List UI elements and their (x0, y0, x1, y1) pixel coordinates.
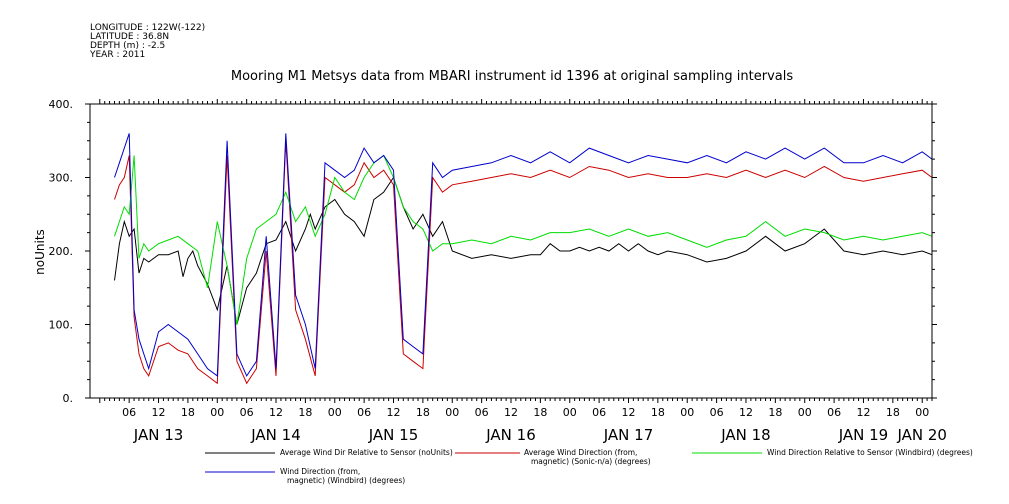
x-day-label: JAN 16 (485, 426, 536, 444)
x-tick-label: 00 (445, 406, 459, 419)
axes: 0. 100. 200. 300. 400. 06 12 18 00 06 12 18 00 06 12 18… (49, 98, 947, 444)
x-tick-label: 00 (328, 406, 342, 419)
x-tick-label: 00 (680, 406, 694, 419)
x-tick-label: 00 (915, 406, 929, 419)
x-day-label: JAN 17 (603, 426, 654, 444)
x-day-label: JAN 18 (720, 426, 771, 444)
x-tick-label: 12 (621, 406, 635, 419)
x-tick-label: 18 (533, 406, 547, 419)
y-tick-label: 0. (63, 392, 74, 405)
x-tick-label: 06 (357, 406, 371, 419)
legend-label-3: Wind Direction Relative to Sensor (Windb… (767, 448, 973, 457)
x-tick-label: 18 (298, 406, 312, 419)
x-tick-label: 12 (504, 406, 518, 419)
x-tick-label: 18 (886, 406, 900, 419)
header-metadata: LONGITUDE : 122W(-122)LATITUDE : 36.8NDE… (89, 23, 205, 60)
x-day-label: JAN 15 (368, 426, 419, 444)
y-tick-label: 100. (49, 319, 74, 332)
y-tick-label: 400. (49, 98, 74, 111)
x-tick-label: 18 (768, 406, 782, 419)
legend-label-4: Wind Direction (from, (280, 467, 360, 476)
x-tick-label: 00 (210, 406, 224, 419)
legend-label-2: Average Wind Direction (from, (524, 448, 637, 457)
x-tick-label: 06 (475, 406, 489, 419)
x-day-label: JAN 13 (133, 426, 184, 444)
legend: Average Wind Dir Relative to Sensor (noU… (205, 448, 973, 485)
plot-area (114, 133, 933, 385)
x-tick-label: 06 (122, 406, 136, 419)
x-tick-label: 12 (856, 406, 870, 419)
x-day-label: JAN 14 (250, 426, 301, 444)
y-tick-label: 300. (49, 172, 74, 185)
x-tick-label: 06 (827, 406, 841, 419)
series-line-4 (114, 133, 933, 377)
meta-line: YEAR : 2011 (89, 50, 145, 60)
series-line-3 (114, 154, 933, 325)
x-tick-label: 18 (416, 406, 430, 419)
plot-frame (89, 103, 933, 399)
legend-label-2: magnetic) (Sonic-n/a) (degrees) (531, 457, 651, 466)
x-day-label: JAN 20 (896, 426, 947, 444)
legend-label-4: magnetic) (Windbird) (degrees) (287, 476, 405, 485)
x-tick-label: 12 (152, 406, 166, 419)
x-tick-label: 06 (710, 406, 724, 419)
series-line-2 (114, 140, 933, 385)
meta-line: DEPTH (m) : -2.5 (90, 41, 165, 51)
x-tick-label: 06 (240, 406, 254, 419)
legend-label-1: Average Wind Dir Relative to Sensor (noU… (280, 448, 453, 457)
x-tick-label: 18 (181, 406, 195, 419)
y-axis-label: noUnits (33, 229, 47, 275)
series-line-1 (114, 176, 933, 325)
x-tick-label: 12 (387, 406, 401, 419)
meta-line: LONGITUDE : 122W(-122) (90, 23, 205, 33)
x-tick-label: 12 (269, 406, 283, 419)
x-tick-label: 12 (739, 406, 753, 419)
x-tick-label: 00 (563, 406, 577, 419)
meta-line: LATITUDE : 36.8N (90, 32, 169, 42)
x-day-label: JAN 19 (838, 426, 889, 444)
x-tick-label: 00 (798, 406, 812, 419)
y-tick-label: 200. (49, 245, 74, 258)
chart-title: Mooring M1 Metsys data from MBARI instru… (231, 69, 793, 84)
x-tick-label: 18 (651, 406, 665, 419)
x-tick-label: 06 (592, 406, 606, 419)
